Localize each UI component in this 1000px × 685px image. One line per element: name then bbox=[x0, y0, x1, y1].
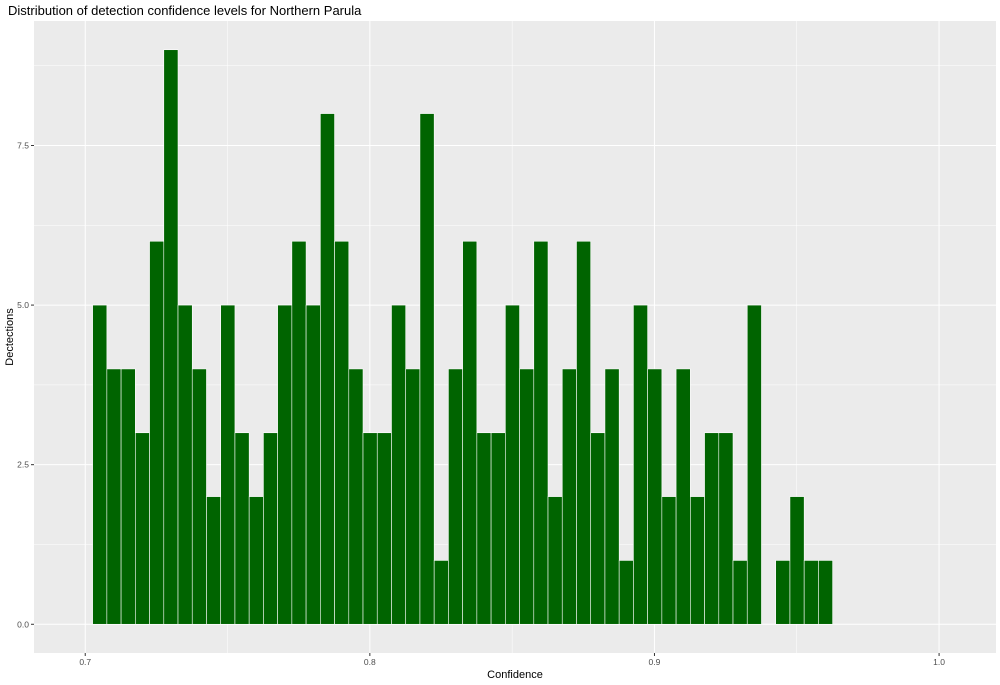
histogram-bar bbox=[191, 368, 207, 625]
bars bbox=[92, 49, 833, 625]
histogram-bar bbox=[505, 304, 520, 625]
y-axis: 0.0 2.5 5.0 7.5 bbox=[17, 140, 34, 629]
histogram-bar bbox=[220, 304, 236, 625]
histogram-bar bbox=[234, 432, 250, 625]
histogram-bar bbox=[746, 304, 762, 625]
histogram-bar bbox=[376, 432, 392, 625]
histogram-bar bbox=[561, 368, 577, 625]
histogram-bar bbox=[405, 368, 421, 625]
histogram-bar bbox=[135, 432, 150, 625]
y-tick-label: 5.0 bbox=[17, 300, 29, 310]
chart-title: Distribution of detection confidence lev… bbox=[8, 3, 362, 18]
y-tick-label: 0.0 bbox=[17, 619, 29, 629]
histogram-bar bbox=[789, 496, 805, 625]
histogram-bar bbox=[448, 368, 463, 625]
histogram-bar bbox=[248, 496, 264, 625]
histogram-bar bbox=[576, 240, 592, 625]
histogram-bar bbox=[818, 560, 833, 625]
histogram-bar bbox=[618, 560, 634, 625]
histogram-bar bbox=[490, 432, 506, 625]
histogram-bar bbox=[633, 304, 648, 625]
histogram-bar bbox=[433, 560, 449, 625]
histogram-bar bbox=[775, 560, 791, 625]
histogram-bar bbox=[675, 368, 691, 625]
x-tick-label: 1.0 bbox=[933, 657, 945, 667]
y-axis-title: Dectections bbox=[4, 308, 16, 366]
histogram-bar bbox=[177, 304, 193, 625]
histogram-bar bbox=[647, 368, 663, 625]
histogram-bar bbox=[291, 240, 307, 625]
y-tick-label: 2.5 bbox=[17, 460, 29, 470]
histogram-bar bbox=[92, 304, 108, 625]
histogram-bar bbox=[547, 496, 563, 625]
histogram-bar bbox=[277, 304, 293, 625]
histogram-bar bbox=[462, 240, 478, 625]
histogram-bar bbox=[704, 432, 720, 625]
histogram-bar bbox=[803, 560, 819, 625]
x-tick-label: 0.8 bbox=[364, 657, 376, 667]
histogram-bar bbox=[120, 368, 136, 625]
histogram-bar bbox=[732, 560, 748, 625]
histogram-bar bbox=[519, 368, 535, 625]
histogram-bar bbox=[334, 240, 350, 625]
histogram-bar bbox=[362, 432, 378, 625]
histogram-bar bbox=[590, 432, 606, 625]
histogram-bar bbox=[533, 240, 549, 625]
histogram-bar bbox=[348, 368, 364, 625]
histogram-bar bbox=[391, 304, 407, 625]
x-tick-label: 0.9 bbox=[649, 657, 661, 667]
x-axis-title: Confidence bbox=[487, 669, 543, 681]
histogram-bar bbox=[320, 113, 335, 625]
histogram-bar bbox=[419, 113, 435, 625]
histogram-bar bbox=[206, 496, 222, 625]
histogram-bar bbox=[690, 496, 705, 625]
histogram-bar bbox=[149, 240, 165, 625]
histogram-bar bbox=[263, 432, 278, 625]
x-axis: 0.7 0.8 0.9 1.0 bbox=[79, 653, 945, 667]
histogram-bar bbox=[718, 432, 734, 625]
histogram-bar bbox=[604, 368, 620, 625]
histogram-bar bbox=[163, 49, 179, 625]
histogram-bar bbox=[661, 496, 677, 625]
x-tick-label: 0.7 bbox=[79, 657, 91, 667]
histogram-bar bbox=[305, 304, 321, 625]
histogram-bar bbox=[476, 432, 492, 625]
y-tick-label: 7.5 bbox=[17, 140, 29, 150]
histogram-bar bbox=[106, 368, 122, 625]
